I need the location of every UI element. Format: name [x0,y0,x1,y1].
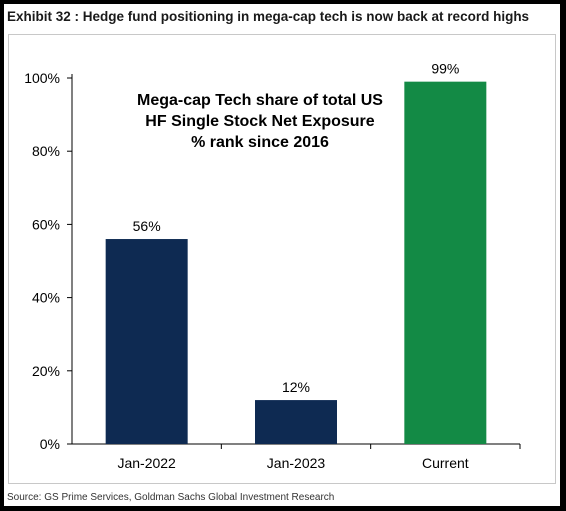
y-tick-label: 100% [24,70,60,86]
y-tick-label: 60% [32,216,60,232]
bar [255,400,337,444]
chart-annotation: Mega-cap Tech share of total US HF Singl… [110,90,410,153]
annotation-line-1: Mega-cap Tech share of total US [137,92,383,109]
x-tick-label: Jan-2023 [267,455,326,471]
data-label: 56% [133,218,161,234]
annotation-line-3: % rank since 2016 [191,134,329,151]
y-tick-label: 0% [40,436,60,452]
source-note: Source: GS Prime Services, Goldman Sachs… [7,492,335,503]
data-label: 99% [431,61,459,77]
x-tick-label: Current [422,455,469,471]
bar [105,239,188,444]
y-tick-label: 80% [32,143,60,159]
bar [404,81,487,444]
exhibit-title: Exhibit 32 : Hedge fund positioning in m… [7,9,530,24]
data-label: 12% [282,379,310,395]
y-tick-label: 40% [32,290,60,306]
x-tick-label: Jan-2022 [117,455,176,471]
y-tick-label: 20% [32,363,60,379]
annotation-line-2: HF Single Stock Net Exposure [145,113,375,130]
